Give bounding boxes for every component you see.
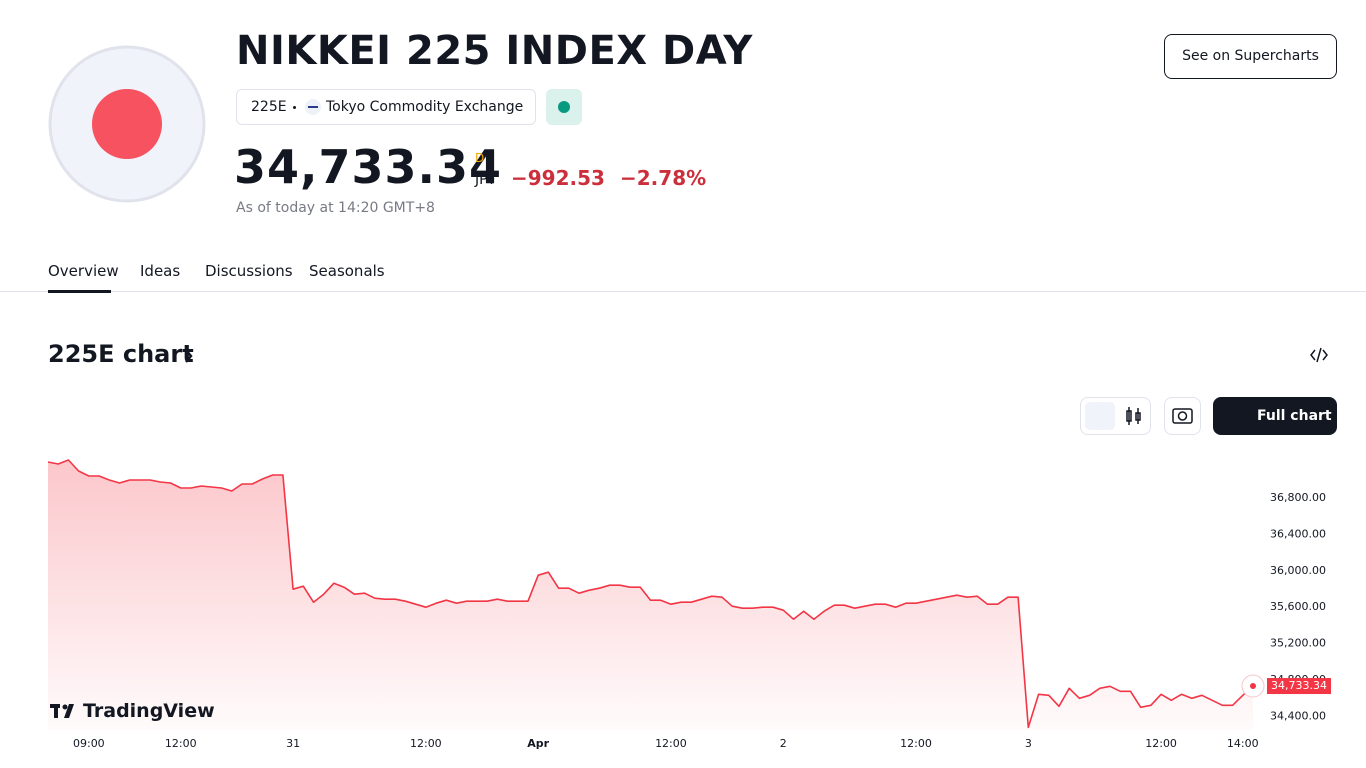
change: −992.53: [511, 166, 605, 190]
x-tick-label: 12:00: [1145, 737, 1177, 750]
x-tick-label: 09:00: [73, 737, 105, 750]
snapshot-button[interactable]: [1164, 397, 1201, 435]
x-tick-label: 12:00: [165, 737, 197, 750]
last-point: [1250, 683, 1256, 690]
exchange: Tokyo Commodity Exchange: [326, 99, 524, 115]
embed-icon: [1310, 347, 1328, 363]
exchange-logo: [305, 99, 321, 115]
symbol: 225E: [251, 99, 287, 115]
x-tick-label: 3: [1025, 737, 1032, 750]
x-tick-label: 14:00: [1227, 737, 1259, 750]
symbol-badge[interactable]: 225E Tokyo Commodity Exchange: [236, 89, 536, 125]
y-tick-label: 35,200.00: [1270, 637, 1326, 650]
market-status[interactable]: [546, 89, 582, 125]
chevron-icon: [185, 349, 193, 363]
brand-logo: [50, 704, 74, 718]
supercharts-button[interactable]: See on Supercharts: [1164, 34, 1337, 79]
tab[interactable]: Ideas: [140, 262, 181, 280]
last-price-tag: [1267, 678, 1331, 695]
currency: JPY: [475, 172, 496, 188]
change-percent: −2.78%: [620, 166, 707, 190]
y-tick-label: 34,400.00: [1270, 709, 1326, 722]
y-tick-label: 36,800.00: [1270, 491, 1326, 504]
x-tick-label: 2: [780, 737, 787, 750]
as-of: As of today at 14:20 GMT+8: [236, 200, 435, 216]
x-tick-label: 12:00: [410, 737, 442, 750]
y-tick-label: 36,000.00: [1270, 564, 1326, 577]
tab-indicator: [48, 290, 111, 293]
x-tick-label: Apr: [527, 737, 549, 750]
full-chart-button[interactable]: Full chart: [1213, 397, 1337, 435]
candle-icon[interactable]: [1126, 407, 1141, 425]
brand: TradingView: [83, 700, 215, 722]
y-tick-label: 36,400.00: [1270, 527, 1326, 540]
section-title[interactable]: 225E chart: [48, 340, 194, 368]
separator: [293, 106, 296, 109]
chart-style-toggle: [1080, 397, 1151, 435]
x-tick-label: 31: [286, 737, 300, 750]
tab[interactable]: Overview: [48, 262, 119, 280]
active-style: [1085, 402, 1115, 430]
x-tick-label: 12:00: [655, 737, 687, 750]
tab-divider: [0, 291, 1366, 292]
price-suffix: D: [475, 151, 485, 165]
camera-icon[interactable]: [1172, 408, 1193, 424]
y-tick-label: 35,600.00: [1270, 600, 1326, 613]
x-tick-label: 12:00: [900, 737, 932, 750]
price: 34,733.34: [234, 140, 502, 194]
tab[interactable]: Seasonals: [309, 262, 385, 280]
title: NIKKEI 225 INDEX DAY: [236, 28, 753, 74]
price-line: [47, 459, 1254, 729]
area-fill: [48, 460, 1253, 730]
tab[interactable]: Discussions: [205, 262, 293, 280]
last-price-label: 34,733.34: [1271, 679, 1327, 692]
symbol-logo-sun: [92, 89, 162, 159]
